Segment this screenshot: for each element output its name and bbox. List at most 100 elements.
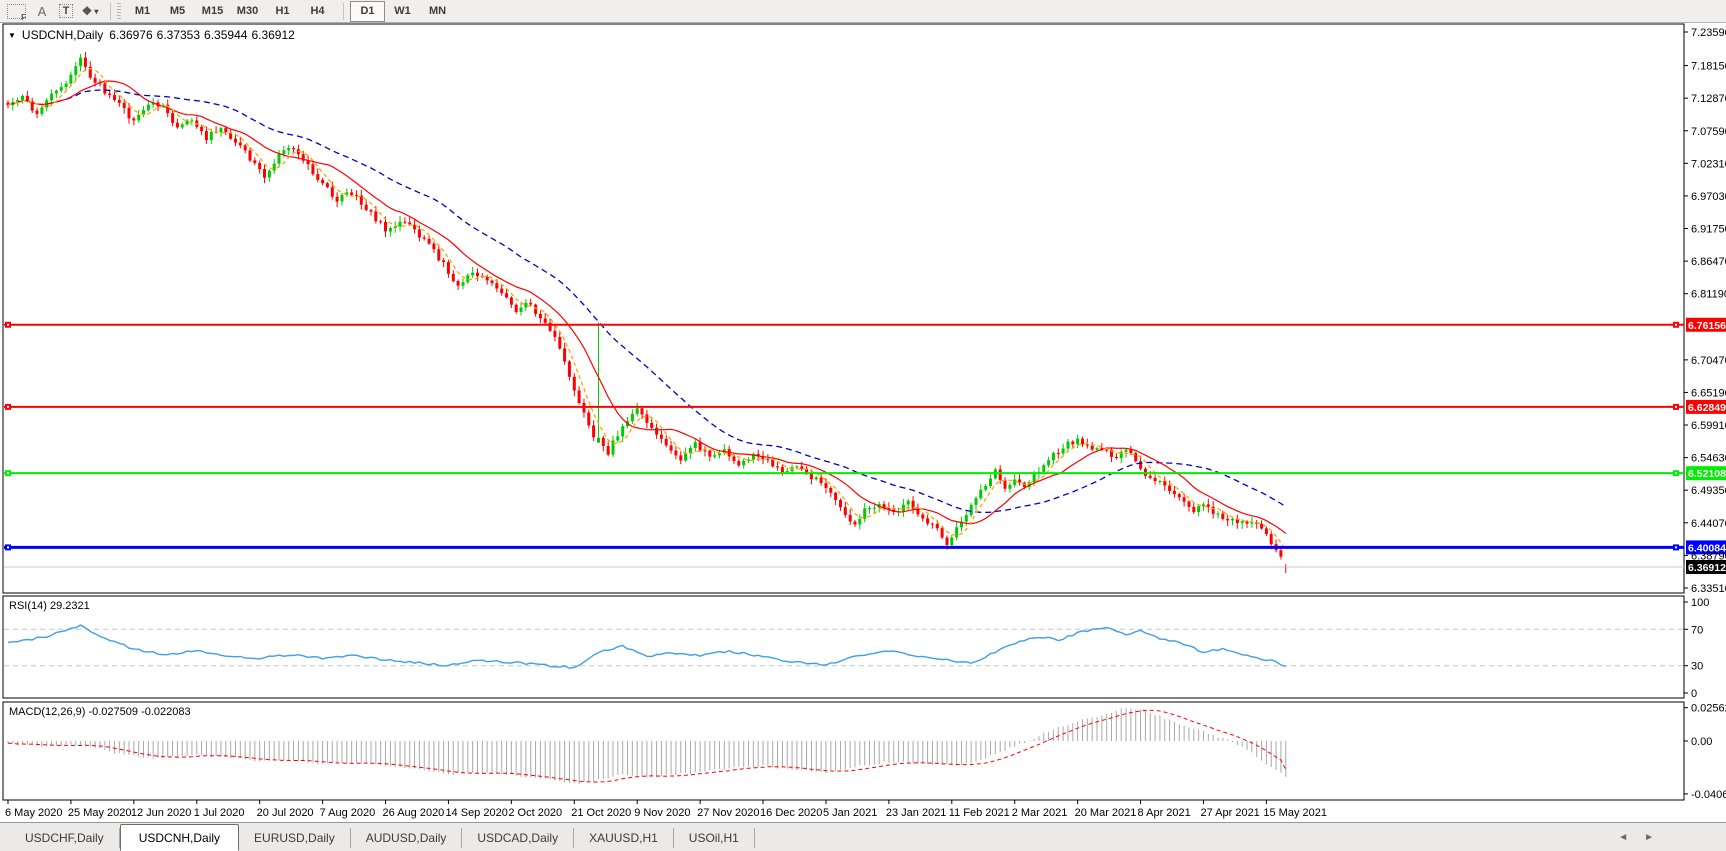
timeframe-m5[interactable]: M5 [169, 5, 186, 17]
chart-title: ▼ USDCNH,Daily 6.36976 6.37353 6.35944 6… [8, 28, 295, 42]
ohlc-low: 6.35944 [204, 28, 248, 42]
svg-text:100: 100 [1691, 597, 1709, 609]
fibonacci-grid-icon[interactable]: F [3, 2, 30, 22]
svg-text:6.62849: 6.62849 [1688, 402, 1726, 414]
svg-text:20 Jul 2020: 20 Jul 2020 [257, 807, 314, 819]
svg-text:2 Mar 2021: 2 Mar 2021 [1012, 807, 1068, 819]
svg-text:7.23590: 7.23590 [1691, 27, 1726, 39]
svg-text:6.97030: 6.97030 [1691, 191, 1726, 203]
current-price-box [1686, 559, 1726, 574]
text-tool-icon[interactable]: T [54, 2, 78, 20]
hline-handle-center [1675, 546, 1677, 549]
svg-text:6.54630: 6.54630 [1691, 453, 1726, 465]
timeframe-m30[interactable]: M30 [236, 5, 259, 17]
timeframe-w1[interactable]: W1 [394, 5, 411, 17]
toolbar-separator [110, 2, 111, 20]
timeframe-h1[interactable]: H1 [275, 5, 290, 17]
svg-text:0.025623: 0.025623 [1691, 703, 1726, 715]
svg-text:16 Dec 2020: 16 Dec 2020 [760, 807, 822, 819]
svg-text:-0.040687: -0.040687 [1691, 789, 1726, 801]
svg-text:6.40084: 6.40084 [1688, 542, 1726, 554]
toolbar-separator [343, 2, 344, 20]
svg-text:7.18150: 7.18150 [1691, 61, 1726, 73]
tab-usdcad-daily[interactable]: USDCAD,Daily [462, 828, 575, 848]
panel-frame [2, 595, 1685, 699]
hline-price-box [1686, 399, 1726, 414]
panel-frame [2, 23, 1685, 594]
timeframe-m1[interactable]: M1 [134, 5, 151, 17]
hline-handle-center [7, 405, 9, 408]
macd-indicator-label: MACD(12,26,9) -0.027509 -0.022083 [9, 706, 191, 718]
svg-text:8 Apr 2021: 8 Apr 2021 [1138, 807, 1191, 819]
hline-price-box [1686, 540, 1726, 555]
svg-text:6.52108: 6.52108 [1688, 468, 1726, 480]
svg-text:6.33510: 6.33510 [1691, 583, 1726, 595]
svg-text:6.91750: 6.91750 [1691, 224, 1726, 236]
svg-text:30: 30 [1691, 661, 1703, 673]
chart-canvas[interactable]: 6.76156 6.62849 6.52108 6.40084 6.36912 7.235… [0, 0, 1726, 822]
svg-text:7.02310: 7.02310 [1691, 158, 1726, 170]
svg-text:6.36912: 6.36912 [1688, 562, 1726, 574]
svg-text:26 Aug 2020: 26 Aug 2020 [383, 807, 445, 819]
panel-frame [2, 701, 1685, 801]
tab-scroll-right-icon[interactable]: ► [1644, 831, 1654, 843]
svg-text:6.70470: 6.70470 [1691, 355, 1726, 367]
tab-eurusd-daily[interactable]: EURUSD,Daily [239, 828, 351, 848]
svg-text:11 Feb 2021: 11 Feb 2021 [949, 807, 1010, 819]
svg-text:12 Jun 2020: 12 Jun 2020 [131, 807, 192, 819]
svg-text:6.65190: 6.65190 [1691, 387, 1726, 399]
svg-text:6.49350: 6.49350 [1691, 485, 1726, 497]
svg-text:7.12870: 7.12870 [1691, 93, 1726, 105]
tab-usdchf-daily[interactable]: USDCHF,Daily [10, 828, 120, 848]
ma-slow-line [7, 89, 1287, 514]
svg-text:15 May 2021: 15 May 2021 [1263, 807, 1327, 819]
hline-price-box [1686, 466, 1726, 481]
svg-text:1 Jul 2020: 1 Jul 2020 [194, 807, 245, 819]
tab-usdcnh-daily[interactable]: USDCNH,Daily [119, 824, 240, 851]
hline-price-box [1686, 317, 1726, 332]
timeframe-d1[interactable]: D1 [350, 0, 385, 22]
ohlc-close: 6.36912 [251, 28, 295, 42]
tab-usoil-h1[interactable]: USOil,H1 [674, 828, 755, 848]
timeframe-mn[interactable]: MN [428, 5, 447, 17]
hline-handle-center [7, 546, 9, 549]
svg-text:2 Oct 2020: 2 Oct 2020 [508, 807, 562, 819]
tab-audusd-daily[interactable]: AUDUSD,Daily [351, 828, 463, 848]
hline-handle-center [1675, 472, 1677, 475]
svg-text:7.07590: 7.07590 [1691, 126, 1726, 138]
hline-handle-center [1675, 405, 1677, 408]
svg-text:27 Apr 2021: 27 Apr 2021 [1200, 807, 1259, 819]
arrow-label-icon[interactable]: A [37, 3, 47, 19]
tab-xauusd-h1[interactable]: XAUUSD,H1 [574, 828, 674, 848]
timeframe-h4[interactable]: H4 [310, 5, 325, 17]
toolbar: F A T ❖ ▾ M1 M5 M15 M30 H1 H4 D1 W1 MN [0, 0, 1726, 23]
timeframe-m15[interactable]: M15 [201, 5, 224, 17]
ma-mid-line [7, 80, 1287, 534]
hline-handle-center [7, 323, 9, 326]
rsi-indicator-label: RSI(14) 29.2321 [9, 600, 90, 612]
svg-text:6.38790: 6.38790 [1691, 550, 1726, 562]
svg-text:6.59910: 6.59910 [1691, 420, 1726, 432]
ohlc-high: 6.37353 [156, 28, 201, 42]
svg-text:0: 0 [1691, 688, 1697, 700]
toolbar-drag-handle[interactable] [117, 2, 121, 20]
dropdown-arrow-icon[interactable]: ▾ [94, 6, 99, 16]
collapse-triangle-icon[interactable]: ▼ [8, 30, 16, 40]
ohlc-open: 6.36976 [109, 28, 153, 42]
svg-text:0.00: 0.00 [1691, 736, 1712, 748]
svg-text:5 Jan 2021: 5 Jan 2021 [823, 807, 877, 819]
hline-handle-center [1675, 323, 1677, 326]
rsi-line [7, 624, 1286, 669]
svg-text:27 Nov 2020: 27 Nov 2020 [697, 807, 759, 819]
cursor-mode-icon[interactable]: ❖ ▾ [81, 4, 99, 18]
ma-fast-line [7, 67, 1287, 551]
chart-tab-bar: USDCHF,Daily USDCNH,Daily EURUSD,Daily A… [0, 822, 1726, 851]
svg-text:70: 70 [1691, 624, 1703, 636]
hline-handle-center [7, 472, 9, 475]
tab-scroll-left-icon[interactable]: ◄ [1618, 831, 1629, 843]
svg-text:6.81190: 6.81190 [1691, 289, 1726, 301]
svg-text:23 Jan 2021: 23 Jan 2021 [886, 807, 947, 819]
svg-text:7 Aug 2020: 7 Aug 2020 [320, 807, 376, 819]
svg-text:25 May 2020: 25 May 2020 [68, 807, 132, 819]
svg-text:14 Sep 2020: 14 Sep 2020 [445, 807, 507, 819]
